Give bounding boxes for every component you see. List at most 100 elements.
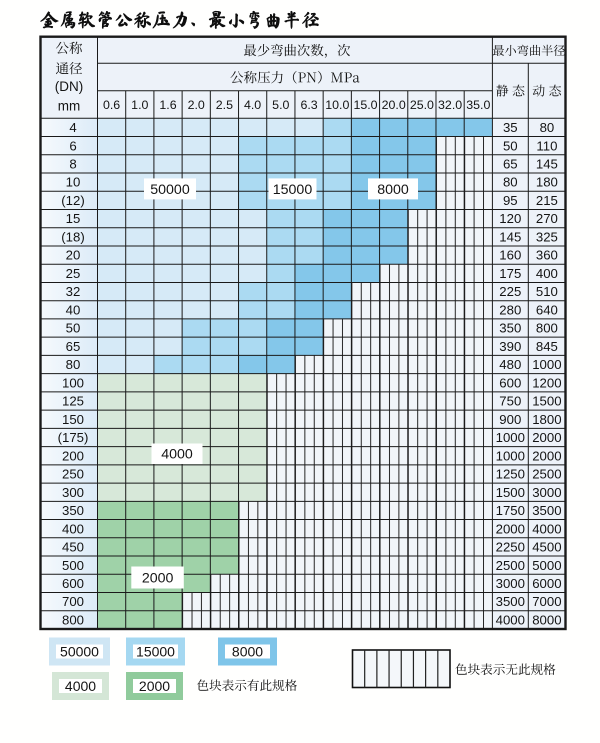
svg-text:mm: mm xyxy=(58,99,81,114)
svg-text:3000: 3000 xyxy=(532,485,561,500)
svg-text:1500: 1500 xyxy=(532,394,561,409)
svg-text:2000: 2000 xyxy=(139,678,170,694)
svg-text:95: 95 xyxy=(503,193,518,208)
svg-text:390: 390 xyxy=(499,339,521,354)
svg-text:15000: 15000 xyxy=(273,182,313,198)
svg-text:50000: 50000 xyxy=(60,643,99,659)
svg-text:400: 400 xyxy=(62,521,84,536)
svg-text:1200: 1200 xyxy=(532,375,561,390)
svg-text:6.3: 6.3 xyxy=(300,98,317,112)
svg-text:3500: 3500 xyxy=(496,594,525,609)
svg-text:120: 120 xyxy=(499,211,521,226)
svg-text:1800: 1800 xyxy=(532,412,561,427)
svg-text:(DN): (DN) xyxy=(55,79,84,94)
svg-text:175: 175 xyxy=(499,266,521,281)
svg-text:50: 50 xyxy=(66,321,81,336)
svg-text:4000: 4000 xyxy=(65,678,96,694)
svg-text:(175): (175) xyxy=(58,430,89,445)
svg-text:5.0: 5.0 xyxy=(272,98,289,112)
svg-text:25: 25 xyxy=(66,266,81,281)
svg-text:80: 80 xyxy=(66,357,81,372)
svg-text:0.6: 0.6 xyxy=(103,98,120,112)
svg-text:280: 280 xyxy=(499,302,521,317)
svg-text:15000: 15000 xyxy=(136,643,175,659)
svg-text:2000: 2000 xyxy=(532,448,561,463)
svg-text:450: 450 xyxy=(62,540,84,555)
svg-text:250: 250 xyxy=(62,467,84,482)
svg-text:3000: 3000 xyxy=(496,576,525,591)
svg-text:(12): (12) xyxy=(61,193,84,208)
svg-text:25.0: 25.0 xyxy=(410,98,434,112)
svg-text:350: 350 xyxy=(499,321,521,336)
svg-text:1.6: 1.6 xyxy=(159,98,176,112)
svg-text:500: 500 xyxy=(62,558,84,573)
svg-text:510: 510 xyxy=(536,284,558,299)
svg-text:360: 360 xyxy=(536,248,558,263)
svg-text:8000: 8000 xyxy=(232,643,263,659)
svg-text:215: 215 xyxy=(536,193,558,208)
svg-text:4000: 4000 xyxy=(532,521,561,536)
svg-text:2500: 2500 xyxy=(496,558,525,573)
svg-text:145: 145 xyxy=(536,157,558,172)
svg-text:800: 800 xyxy=(536,321,558,336)
svg-text:7000: 7000 xyxy=(532,594,561,609)
svg-text:800: 800 xyxy=(62,613,84,628)
svg-text:350: 350 xyxy=(62,503,84,518)
svg-text:6000: 6000 xyxy=(532,576,561,591)
svg-text:6: 6 xyxy=(69,138,76,153)
svg-text:2000: 2000 xyxy=(532,430,561,445)
svg-text:125: 125 xyxy=(62,394,84,409)
svg-text:180: 180 xyxy=(536,175,558,190)
svg-text:8: 8 xyxy=(69,157,76,172)
svg-text:20: 20 xyxy=(66,248,81,263)
svg-text:15.0: 15.0 xyxy=(353,98,377,112)
svg-text:4000: 4000 xyxy=(496,613,525,628)
svg-text:2.5: 2.5 xyxy=(216,98,233,112)
svg-text:35.0: 35.0 xyxy=(466,98,490,112)
svg-text:700: 700 xyxy=(62,594,84,609)
svg-text:3500: 3500 xyxy=(532,503,561,518)
svg-text:1750: 1750 xyxy=(496,503,525,518)
svg-text:1500: 1500 xyxy=(496,485,525,500)
svg-text:2500: 2500 xyxy=(532,467,561,482)
svg-text:400: 400 xyxy=(536,266,558,281)
svg-text:150: 150 xyxy=(62,412,84,427)
svg-text:600: 600 xyxy=(62,576,84,591)
svg-text:10.0: 10.0 xyxy=(325,98,349,112)
svg-text:(18): (18) xyxy=(61,230,84,245)
svg-text:160: 160 xyxy=(499,248,521,263)
svg-text:32: 32 xyxy=(66,284,81,299)
svg-text:2.0: 2.0 xyxy=(188,98,205,112)
svg-text:15: 15 xyxy=(66,211,81,226)
svg-text:480: 480 xyxy=(499,357,521,372)
svg-text:65: 65 xyxy=(66,339,81,354)
svg-text:1000: 1000 xyxy=(496,448,525,463)
svg-text:2250: 2250 xyxy=(496,540,525,555)
svg-text:80: 80 xyxy=(503,175,518,190)
svg-text:270: 270 xyxy=(536,211,558,226)
svg-text:32.0: 32.0 xyxy=(438,98,462,112)
svg-text:4500: 4500 xyxy=(532,540,561,555)
svg-text:4: 4 xyxy=(69,120,76,135)
svg-text:200: 200 xyxy=(62,448,84,463)
svg-text:100: 100 xyxy=(62,375,84,390)
svg-text:2000: 2000 xyxy=(496,521,525,536)
svg-text:1000: 1000 xyxy=(496,430,525,445)
svg-text:145: 145 xyxy=(499,230,521,245)
svg-text:300: 300 xyxy=(62,485,84,500)
svg-text:750: 750 xyxy=(499,394,521,409)
svg-text:50000: 50000 xyxy=(150,182,190,198)
svg-text:225: 225 xyxy=(499,284,521,299)
svg-text:845: 845 xyxy=(536,339,558,354)
svg-text:8000: 8000 xyxy=(377,182,409,198)
svg-text:8000: 8000 xyxy=(532,613,561,628)
svg-text:35: 35 xyxy=(503,120,518,135)
svg-text:110: 110 xyxy=(536,138,557,153)
svg-text:1000: 1000 xyxy=(532,357,561,372)
svg-text:1.0: 1.0 xyxy=(131,98,148,112)
svg-text:4000: 4000 xyxy=(161,447,193,463)
svg-text:80: 80 xyxy=(540,120,555,135)
svg-text:600: 600 xyxy=(499,375,521,390)
svg-text:4.0: 4.0 xyxy=(244,98,261,112)
svg-text:50: 50 xyxy=(503,138,518,153)
